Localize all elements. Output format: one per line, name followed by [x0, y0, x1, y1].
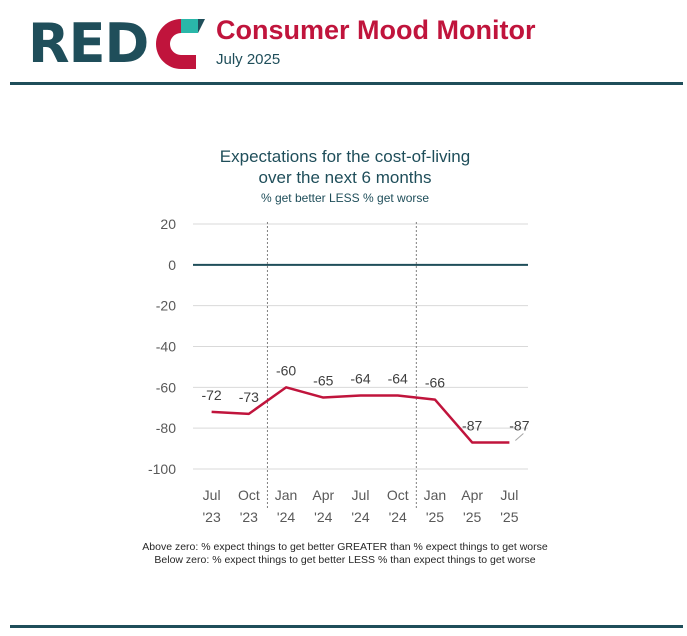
gridlines [193, 223, 528, 470]
chart-title-line-2: over the next 6 months [258, 168, 432, 187]
series-layer [211, 386, 510, 444]
data-label: -64 [388, 371, 408, 387]
chart-notes: Above zero: % expect things to get bette… [60, 541, 630, 567]
footer-divider [10, 625, 683, 628]
data-label: -72 [201, 387, 221, 403]
x-tick-label-year: '24 [351, 509, 369, 525]
x-tick-label-month: Jan [424, 487, 447, 503]
label-leader-line [515, 433, 524, 441]
y-tick-label: 0 [168, 257, 176, 273]
logo-c-mark [156, 19, 205, 69]
x-tick-label-year: '23 [202, 509, 220, 525]
x-tick-label-year: '25 [463, 509, 481, 525]
y-tick-label: 20 [160, 216, 176, 232]
y-axis-labels: 20 0 -20 -40 -60 -80 -100 [148, 216, 176, 477]
x-tick-label-month: Jan [275, 487, 298, 503]
chart-title: Expectations for the cost-of-living over… [130, 146, 560, 188]
y-tick-label: -60 [156, 379, 176, 395]
chart-title-line-1: Expectations for the cost-of-living [219, 147, 471, 166]
data-label: -87 [462, 417, 482, 433]
note-below-zero: Below zero: % expect things to get bette… [154, 554, 536, 566]
data-label: -64 [350, 371, 370, 387]
x-tick-label-year: '24 [277, 509, 295, 525]
redc-logo: RED [28, 12, 205, 75]
logo-c-teal-tip [198, 19, 205, 33]
data-label: -66 [425, 375, 445, 391]
data-label: -87 [509, 417, 529, 433]
x-tick-label-month: Jul [352, 487, 370, 503]
x-tick-label-month: Jul [500, 487, 518, 503]
data-labels: -72 -73 -60 -65 -64 -64 -66 -87 -87 [201, 362, 530, 441]
x-tick-label-year: '25 [426, 509, 444, 525]
x-tick-label-month: Oct [387, 487, 409, 503]
y-tick-label: -40 [156, 339, 176, 355]
series-line [211, 386, 510, 444]
x-tick-label-year: '25 [500, 509, 518, 525]
note-above-zero: Above zero: % expect things to get bette… [142, 541, 548, 553]
report-title: Consumer Mood Monitor [216, 15, 536, 45]
report-date: July 2025 [216, 51, 281, 68]
data-label: -60 [276, 362, 296, 378]
report-header: RED Consumer Mood Monitor July 2025 [0, 0, 687, 86]
x-tick-label-month: Apr [312, 487, 334, 503]
x-tick-label-month: Apr [461, 487, 483, 503]
x-tick-label-year: '23 [240, 509, 258, 525]
x-tick-label-year: '24 [314, 509, 332, 525]
y-tick-label: -80 [156, 420, 176, 436]
chart-subtitle: % get better LESS % get worse [260, 191, 430, 205]
x-tick-label-year: '24 [389, 509, 407, 525]
y-tick-label: -100 [148, 461, 176, 477]
data-label: -73 [239, 389, 259, 405]
data-label: -65 [313, 373, 333, 389]
x-tick-label-month: Oct [238, 487, 260, 503]
year-dividers [266, 222, 417, 510]
header-divider [10, 82, 683, 85]
logo-wordmark: RED [28, 12, 149, 75]
x-axis-labels: Jul '23 Oct '23 Jan '24 Apr '24 Jul '24 Oct '24 Jan '… [202, 487, 518, 525]
x-tick-label-month: Jul [203, 487, 221, 503]
y-tick-label: -20 [156, 298, 176, 314]
logo-c-teal [181, 19, 198, 33]
logo-c-crimson [156, 19, 196, 69]
